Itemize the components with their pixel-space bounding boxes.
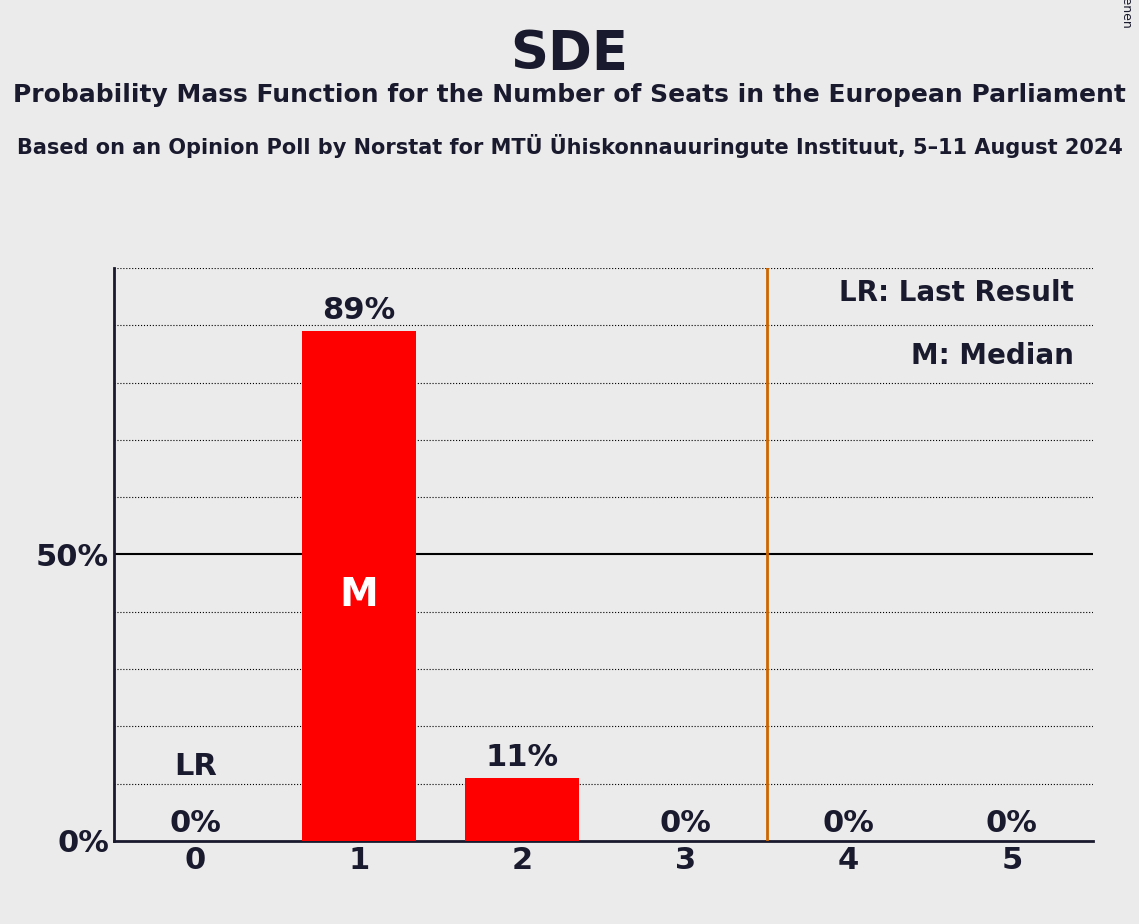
Bar bbox=[302, 331, 416, 841]
Text: Based on an Opinion Poll by Norstat for MTÜ Ühiskonnauuringute Instituut, 5–11 A: Based on an Opinion Poll by Norstat for … bbox=[17, 134, 1122, 158]
Text: 0%: 0% bbox=[986, 809, 1038, 838]
Text: M: Median: M: Median bbox=[911, 343, 1074, 371]
Text: © 2024 Filip van Laenen: © 2024 Filip van Laenen bbox=[1121, 0, 1133, 28]
Text: 0%: 0% bbox=[659, 809, 711, 838]
Text: 0%: 0% bbox=[170, 809, 221, 838]
Text: LR: Last Result: LR: Last Result bbox=[839, 279, 1074, 308]
Text: Probability Mass Function for the Number of Seats in the European Parliament: Probability Mass Function for the Number… bbox=[13, 83, 1126, 107]
Text: LR: LR bbox=[174, 752, 216, 781]
Bar bbox=[465, 778, 579, 841]
Text: 0%: 0% bbox=[822, 809, 875, 838]
Text: 89%: 89% bbox=[322, 297, 395, 325]
Text: SDE: SDE bbox=[510, 28, 629, 79]
Text: M: M bbox=[339, 576, 378, 614]
Text: 11%: 11% bbox=[485, 743, 558, 772]
